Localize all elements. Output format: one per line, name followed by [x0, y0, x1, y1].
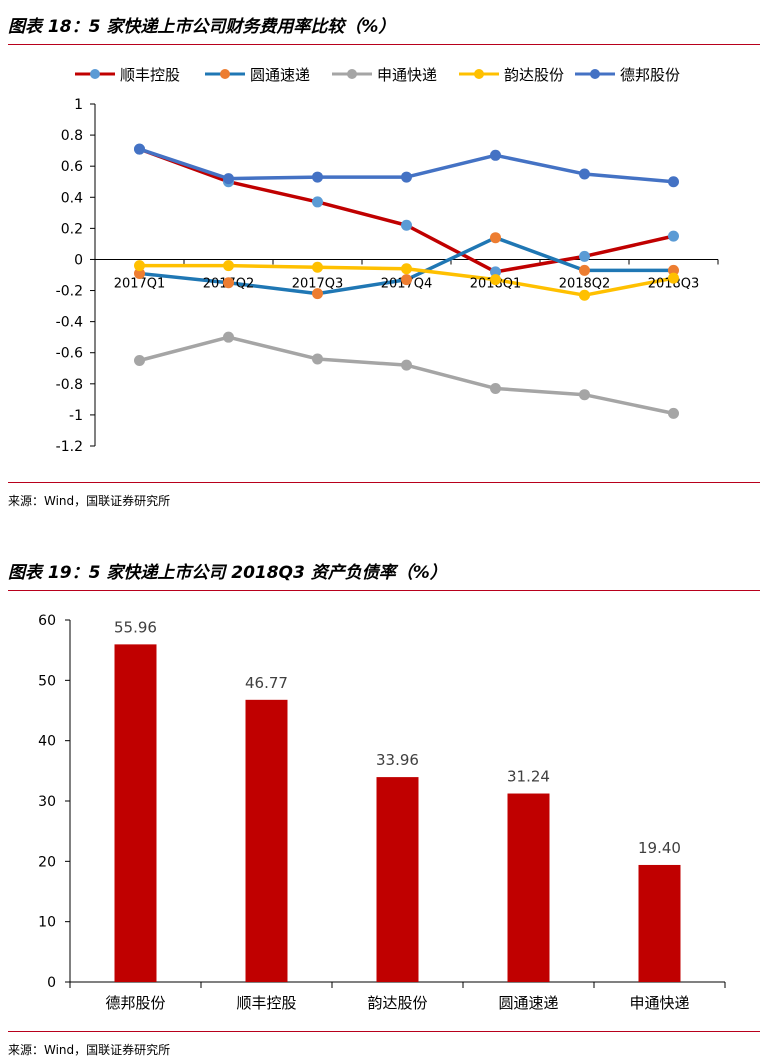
legend-marker-1	[90, 69, 100, 79]
legend-label-5: 德邦股份	[620, 66, 680, 84]
data-point-s1-3	[312, 196, 323, 208]
y-tick-label: -1.2	[56, 439, 83, 455]
data-label-2: 46.77	[245, 674, 288, 692]
data-point-s1-6	[579, 250, 590, 262]
data-point-s3-5	[490, 382, 501, 394]
data-point-s3-6	[579, 389, 590, 401]
bar-5	[638, 864, 681, 982]
legend-item-3: 申通快递	[332, 66, 437, 84]
x-tick-label: 2018Q3	[648, 276, 700, 291]
data-point-s5-3	[312, 171, 323, 183]
data-point-s2-1	[134, 267, 145, 279]
legend-label-4: 韵达股份	[504, 66, 564, 84]
y-tick-label: 50	[38, 673, 56, 689]
series-line-3	[139, 335, 674, 416]
legend-item-4: 韵达股份	[459, 66, 564, 84]
y-tick-label: 1	[74, 97, 83, 113]
bar-4	[507, 793, 550, 982]
x-tick-label: 2017Q3	[292, 276, 344, 291]
data-point-s2-6	[579, 264, 590, 276]
data-point-s3-2	[223, 331, 234, 343]
y-tick-label: 0.6	[61, 159, 83, 175]
x-tick-label: 顺丰控股	[236, 994, 296, 1012]
data-point-s5-5	[490, 149, 501, 161]
chart19-title: 图表 19：5 家快递上市公司 2018Q3 资产负债率（%）	[8, 563, 447, 583]
data-point-s4-2	[223, 260, 234, 272]
x-tick-label: 圆通速递	[498, 994, 558, 1012]
legend-label-3: 申通快递	[377, 66, 437, 84]
chart19-source: 来源：Wind，国联证券研究所	[8, 1043, 171, 1057]
y-tick-label: 60	[38, 613, 56, 629]
legend-item-5: 德邦股份	[575, 66, 680, 84]
data-point-s1-5	[490, 266, 501, 278]
legend-marker-4	[474, 69, 484, 79]
legend-label-1: 顺丰控股	[120, 66, 180, 84]
chart19-bar-chart: 60 50 40 30 20 10 0 55.96 德邦股份 46.77 顺丰控股 33.96 韵达股份…	[38, 613, 726, 1012]
data-point-s5-4	[401, 171, 412, 183]
y-tick-label: -0.8	[56, 377, 83, 393]
y-tick-label: 20	[38, 854, 56, 870]
x-tick-label: 德邦股份	[105, 994, 165, 1012]
x-tick-label: 韵达股份	[367, 994, 427, 1012]
chart18-title-rule	[8, 44, 760, 45]
x-tick-label: 申通快递	[629, 994, 689, 1012]
y-tick-label: -0.4	[56, 315, 83, 331]
data-label-5: 19.40	[638, 839, 681, 857]
chart19-bottom-rule	[8, 1031, 760, 1032]
data-point-s1-4	[401, 219, 412, 231]
y-tick-label: 0.8	[61, 128, 83, 144]
data-point-s2-7	[668, 264, 679, 276]
bar-2	[245, 699, 288, 982]
data-point-s4-7	[668, 272, 679, 284]
series-line-1	[138, 147, 674, 274]
x-tick-label: 2018Q2	[559, 276, 611, 291]
data-point-s2-4	[401, 274, 412, 286]
legend-marker-3	[347, 69, 357, 79]
legend-item-1: 顺丰控股	[75, 66, 180, 84]
data-point-s4-4	[401, 263, 412, 275]
data-point-s3-3	[312, 353, 323, 365]
legend-label-2: 圆通速递	[250, 66, 310, 84]
data-point-s2-5	[490, 232, 501, 244]
data-point-s4-6	[579, 289, 590, 301]
data-point-s2-3	[312, 288, 323, 300]
legend-marker-2	[220, 69, 230, 79]
data-point-s4-3	[312, 261, 323, 273]
y-tick-label: 40	[38, 734, 56, 750]
y-tick-label: 10	[38, 915, 56, 931]
data-label-4: 31.24	[507, 768, 550, 786]
chart18-line-chart: 顺丰控股 圆通速递 申通快递 韵达股份 德邦股份 1 0.8 0.6 0.4 0.2 0 -0.2 -0…	[56, 66, 719, 455]
y-tick-label: -0.2	[56, 284, 83, 300]
data-point-s4-1	[134, 260, 145, 272]
y-tick-label: 0	[74, 252, 83, 268]
data-point-s1-7	[668, 230, 679, 242]
legend-marker-5	[590, 69, 600, 79]
chart18-title: 图表 18：5 家快递上市公司财务费用率比较（%）	[8, 17, 396, 37]
data-point-s3-7	[668, 407, 679, 419]
y-tick-label: -0.6	[56, 346, 83, 362]
y-tick-label: 0	[47, 975, 56, 991]
chart18-bottom-rule	[8, 482, 760, 483]
data-point-s3-1	[134, 355, 145, 366]
y-tick-label: 0.4	[61, 190, 83, 206]
data-label-1: 55.96	[114, 618, 157, 636]
data-point-s5-2	[223, 173, 234, 185]
data-point-s5-6	[579, 168, 590, 180]
data-point-s5-1	[134, 143, 145, 155]
bar-1	[114, 644, 157, 982]
y-tick-label: 0.2	[61, 221, 83, 237]
data-label-3: 33.96	[376, 751, 419, 769]
data-point-s4-5	[490, 274, 501, 286]
bar-3	[376, 777, 419, 982]
data-point-s5-7	[668, 176, 679, 188]
y-tick-label: 30	[38, 794, 56, 810]
chart18-source: 来源：Wind，国联证券研究所	[8, 494, 171, 508]
data-point-s3-4	[401, 359, 412, 371]
y-tick-label: -1	[69, 408, 83, 424]
legend-item-2: 圆通速递	[205, 66, 310, 84]
chart19-title-rule	[8, 590, 760, 591]
x-tick-label: 2017Q1	[114, 276, 166, 291]
data-point-s2-2	[223, 277, 234, 289]
